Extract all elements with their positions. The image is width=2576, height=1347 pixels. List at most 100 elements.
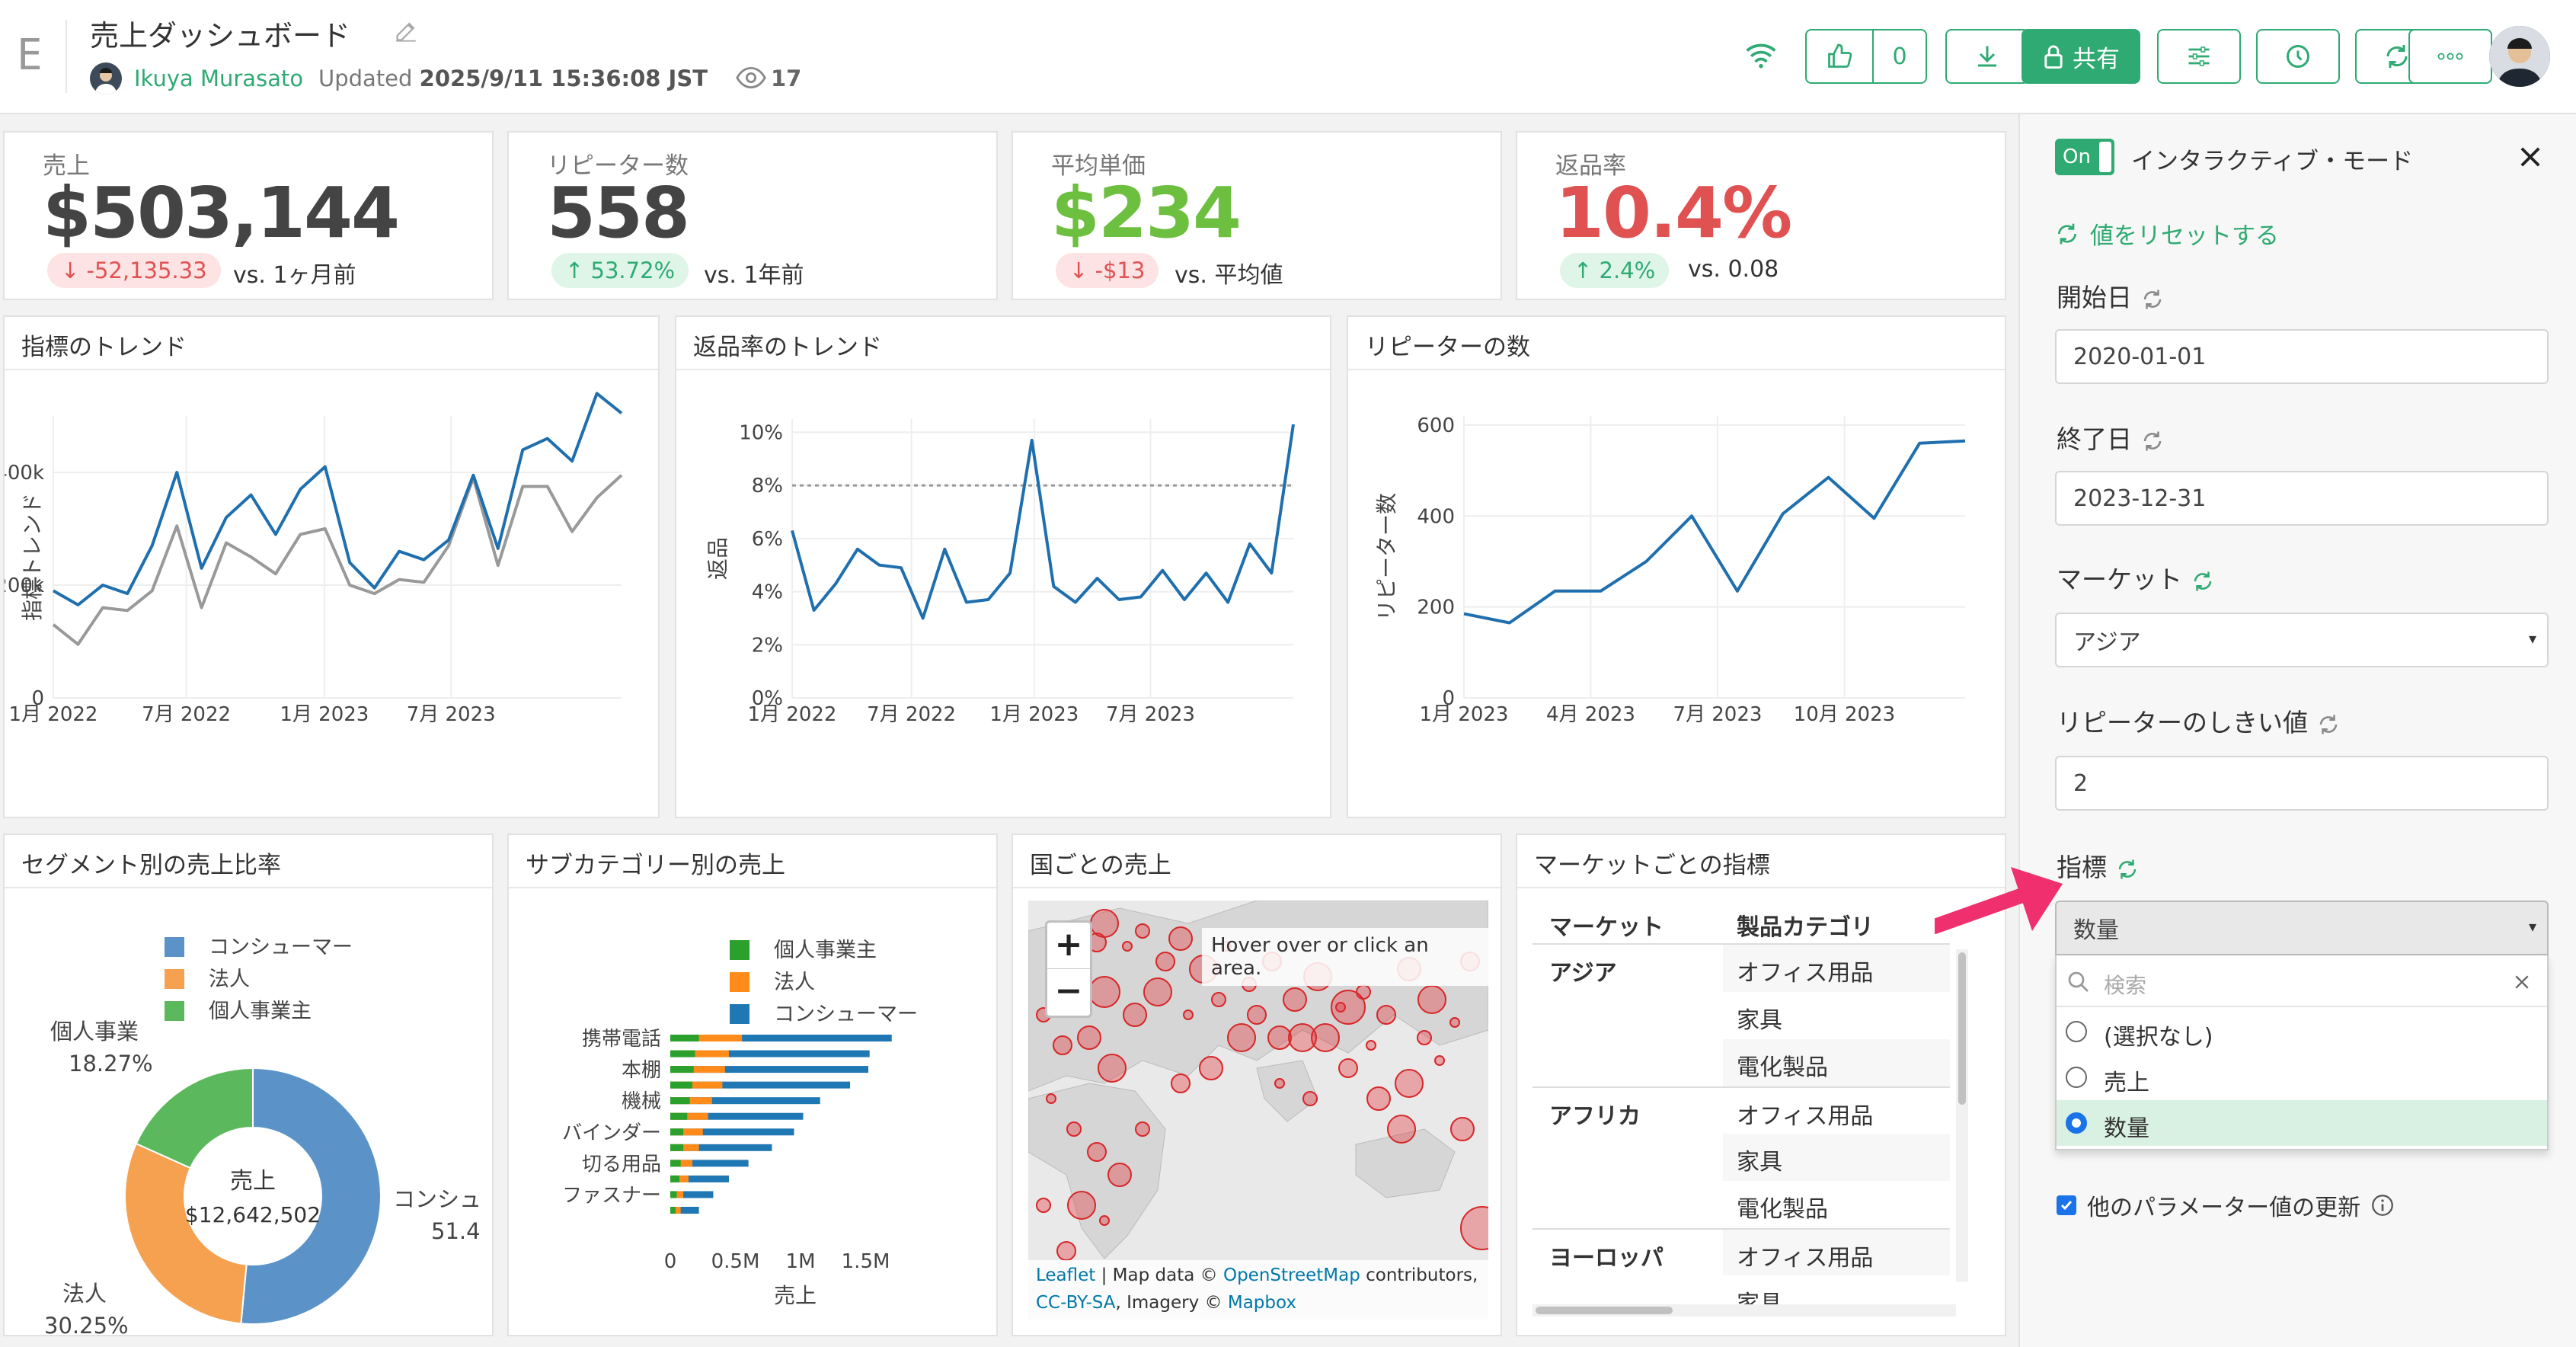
scroll-thumb[interactable] <box>1958 952 1966 1105</box>
refresh-icon <box>2386 45 2408 68</box>
osm-link[interactable]: OpenStreetMap <box>1222 1265 1360 1285</box>
donut-slice-2 <box>135 1067 254 1169</box>
reset-values-link[interactable]: 値をリセットする <box>2055 216 2279 251</box>
category-label: 携帯電話 <box>582 1028 661 1051</box>
refresh-icon[interactable] <box>2141 430 2164 453</box>
x-tick-label: 7月 2023 <box>1673 703 1762 726</box>
country-marker <box>1338 1058 1358 1078</box>
center-value: $12,642,502 <box>185 1202 321 1227</box>
leaflet-link[interactable]: Leaflet <box>1036 1265 1096 1285</box>
more-button[interactable] <box>2408 29 2492 84</box>
app-logo[interactable]: E <box>17 30 43 80</box>
like-button[interactable] <box>1805 29 1874 84</box>
segment-donut-chart[interactable]: 売上$12,642,502コンシューマー法人個人事業主個人事業18.27%法人3… <box>5 888 492 1335</box>
share-button[interactable]: 共有 <box>2021 29 2140 84</box>
refresh-icon[interactable] <box>2141 288 2164 311</box>
threshold-input[interactable]: 2 <box>2055 756 2549 811</box>
bar-0 <box>670 1191 677 1198</box>
dashboard-title: 売上ダッシュボード <box>90 19 351 53</box>
start-date-input[interactable]: 2020-01-01 <box>2055 329 2549 384</box>
table-row[interactable]: 電化製品 <box>1532 1181 1950 1228</box>
attr-text: | Map data © <box>1101 1265 1218 1285</box>
table-row[interactable]: 電化製品 <box>1532 1039 1950 1086</box>
country-marker <box>1135 1121 1150 1137</box>
refresh-icon[interactable] <box>2191 570 2214 593</box>
mapbox-link[interactable]: Mapbox <box>1227 1293 1296 1313</box>
table-row[interactable]: 家具 <box>1532 992 1950 1039</box>
legend-label: コンシューマー <box>209 936 353 959</box>
metric-dropdown: 検索 (選択なし) 売上 数量 <box>2055 955 2549 1150</box>
update-others-checkbox-row[interactable]: 他のパラメーター値の更新 <box>2057 1189 2394 1222</box>
wifi-icon <box>1746 43 1776 69</box>
x-tick-label: 1月 2023 <box>989 703 1079 726</box>
close-icon[interactable] <box>2518 145 2542 169</box>
market-select[interactable]: アジア ▾ <box>2055 613 2549 667</box>
info-icon[interactable] <box>2371 1194 2394 1217</box>
interactive-toggle[interactable]: On <box>2055 139 2114 175</box>
settings-button[interactable] <box>2157 29 2241 84</box>
download-button[interactable] <box>1945 29 2029 84</box>
cc-link[interactable]: CC-BY-SA <box>1036 1293 1116 1313</box>
dropdown-option[interactable]: (選択なし) <box>2057 1009 2547 1054</box>
repeater-count-chart[interactable]: 0 200 400 600 1月 2023 4月 2023 7月 2023 10月 2023 リ… <box>1348 370 2005 817</box>
bar-2 <box>670 1144 772 1151</box>
share-label: 共有 <box>2073 45 2120 73</box>
refresh-icon[interactable] <box>2317 713 2340 736</box>
country-marker <box>1066 1121 1082 1137</box>
y-tick-label: 10% <box>739 421 783 444</box>
country-marker-large <box>1387 1115 1416 1144</box>
table-row[interactable]: アジア オフィス用品 <box>1532 945 1950 992</box>
market-select-value: アジア <box>2073 629 2141 656</box>
bar-2 <box>670 1050 870 1057</box>
country-marker <box>1143 977 1172 1006</box>
y-axis-label: リピーター数 <box>1374 493 1399 621</box>
metric-trend-chart[interactable]: 0 200k 400k 1月 2022 7月 2022 1月 2023 7月 2023 指標ト… <box>5 370 658 817</box>
lock-icon <box>2044 45 2063 69</box>
pencil-icon[interactable] <box>393 18 419 44</box>
zoom-out-button[interactable]: − <box>1054 971 1083 1010</box>
kpi-delta-badge: ↑ 2.4% <box>1560 253 1670 288</box>
schedule-button[interactable] <box>2256 29 2340 84</box>
vertical-scrollbar[interactable] <box>1956 949 1968 1281</box>
radio[interactable] <box>2066 1112 2087 1134</box>
radio[interactable] <box>2066 1067 2087 1088</box>
checkbox[interactable] <box>2057 1195 2076 1215</box>
dropdown-option[interactable]: 数量 <box>2057 1100 2547 1146</box>
country-marker <box>1449 1017 1460 1028</box>
x-tick-label: 7月 2022 <box>867 703 956 726</box>
clear-icon[interactable] <box>2514 974 2530 990</box>
map-viewport[interactable]: + − Hover over or click an area. Leaflet… <box>1028 901 1488 1320</box>
end-date-input[interactable]: 2023-12-31 <box>2055 471 2549 526</box>
x-axis-label: 売上 <box>774 1283 817 1308</box>
legend-swatch <box>730 1004 749 1024</box>
radio[interactable] <box>2066 1021 2087 1042</box>
country-marker <box>1090 909 1119 938</box>
dropdown-search[interactable]: 検索 <box>2057 955 2547 1007</box>
author-link[interactable]: Ikuya Murasato <box>134 66 304 91</box>
x-tick-label: 7月 2022 <box>142 703 231 726</box>
threshold-label: リピーターのしきい値 <box>2057 702 2340 739</box>
refresh-icon[interactable] <box>2116 858 2139 881</box>
country-marker <box>1087 1142 1107 1162</box>
zoom-in-button[interactable]: + <box>1047 923 1090 969</box>
table-row[interactable]: 家具 <box>1532 1134 1950 1181</box>
legend-label: 個人事業主 <box>774 939 877 962</box>
legend-swatch <box>730 972 749 992</box>
dropdown-option[interactable]: 売上 <box>2057 1054 2547 1100</box>
metric-select[interactable]: 数量 ▾ <box>2055 901 2549 955</box>
table-row[interactable]: ヨーロッパ オフィス用品 <box>1532 1228 1950 1277</box>
kpi-delta-badge: ↓ -$13 <box>1056 253 1159 288</box>
table-row[interactable]: アフリカ オフィス用品 <box>1532 1086 1950 1135</box>
return-rate-chart[interactable]: 0% 2% 4% 6% 8% 10% 1月 2022 7月 2022 1月 2023 7月 202… <box>676 370 1330 817</box>
cell-bg <box>1723 1039 1950 1086</box>
bar-1 <box>670 1035 743 1041</box>
horizontal-scrollbar[interactable] <box>1532 1304 1956 1317</box>
reset-label: 値をリセットする <box>2090 222 2279 250</box>
ellipsis-icon <box>2437 53 2463 60</box>
divider <box>1013 887 1501 888</box>
x-tick-label: 1月 2023 <box>280 703 369 726</box>
pivot-table[interactable]: マーケット 製品カテゴリ アジア オフィス用品 家具 電化製品 アフリカ オフィス用品 家具… <box>1532 897 1950 1324</box>
scroll-thumb[interactable] <box>1536 1307 1673 1314</box>
user-avatar[interactable] <box>2489 26 2550 87</box>
